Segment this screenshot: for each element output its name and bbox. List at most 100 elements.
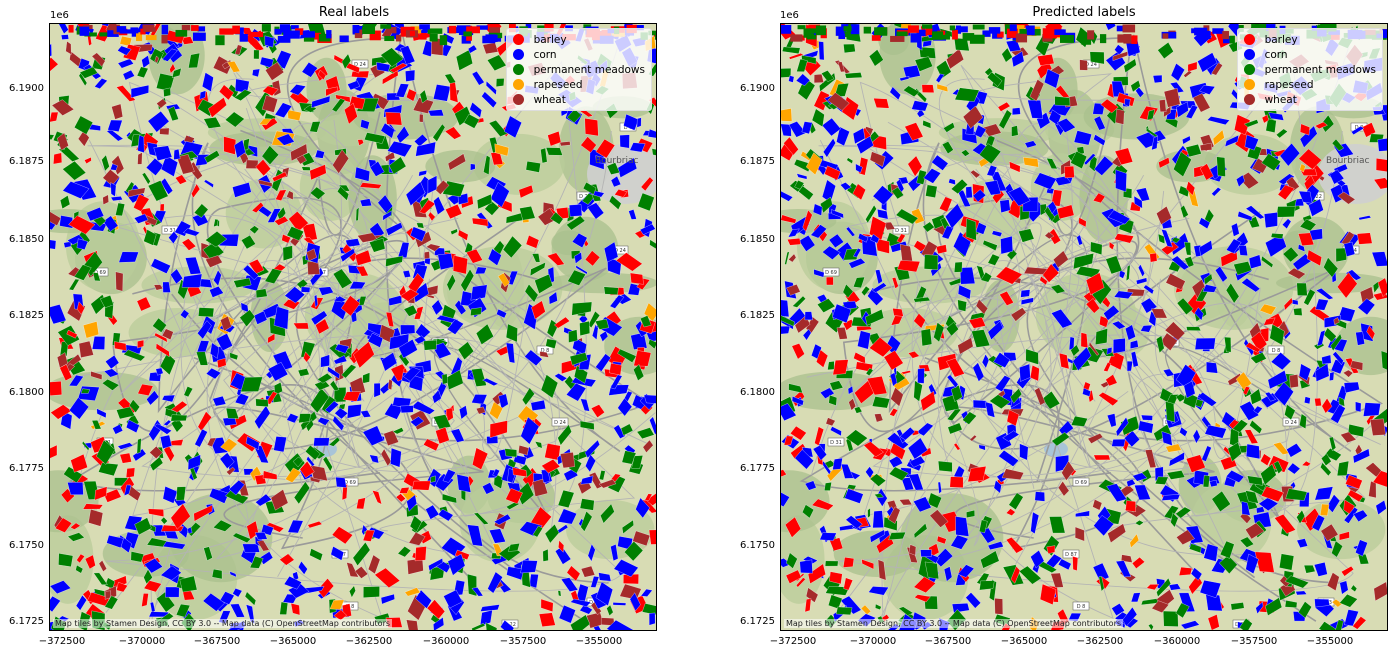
parcel <box>110 163 118 171</box>
parcel <box>1339 580 1349 595</box>
parcel <box>993 479 1002 494</box>
parcel <box>866 376 888 396</box>
parcel <box>1090 241 1103 256</box>
parcel <box>232 25 240 34</box>
parcel <box>999 199 1011 213</box>
parcel <box>205 255 223 268</box>
parcel <box>125 467 136 478</box>
parcel <box>1009 161 1021 173</box>
map-plot[interactable]: D 8D 22D 24D 31D 69D 87D 23D 8D 22D 24D … <box>780 23 1388 631</box>
parcel <box>546 252 565 266</box>
parcel <box>307 261 320 275</box>
parcel <box>114 341 127 351</box>
parcel <box>137 134 145 154</box>
parcel <box>1078 217 1087 228</box>
parcel <box>1202 475 1210 488</box>
legend-label: permanent meadows <box>1264 63 1376 76</box>
parcel <box>369 161 385 177</box>
parcel <box>50 580 72 594</box>
road-label: D 8 <box>1267 345 1285 355</box>
parcel <box>848 398 856 411</box>
parcel <box>1093 134 1106 146</box>
parcel <box>1230 602 1245 611</box>
parcel <box>1194 337 1216 350</box>
parcel <box>314 149 325 159</box>
panel-predicted: Predicted labels 1e6 D 8D 22D 24D 31D 69… <box>730 0 1395 656</box>
parcel <box>1173 151 1192 177</box>
parcel <box>1111 603 1125 616</box>
parcel <box>999 291 1014 306</box>
parcel <box>522 467 540 489</box>
parcel <box>654 34 656 40</box>
parcel <box>283 576 302 590</box>
parcel <box>353 341 375 369</box>
parcel <box>156 73 175 92</box>
parcel <box>1199 163 1214 181</box>
parcel <box>1006 409 1020 427</box>
parcel <box>524 349 543 367</box>
svg-text:D 69: D 69 <box>825 270 837 276</box>
parcel <box>887 506 901 524</box>
parcel <box>99 295 114 308</box>
parcel <box>1185 104 1199 119</box>
parcel <box>173 148 181 160</box>
parcel <box>191 183 201 199</box>
parcel <box>830 426 842 437</box>
parcel <box>518 445 529 456</box>
parcel <box>640 588 653 597</box>
parcel <box>1350 360 1364 371</box>
parcel <box>1042 28 1053 36</box>
y-tick-label: 6.1750 <box>740 540 775 551</box>
parcel <box>1211 62 1223 76</box>
parcel <box>390 447 402 468</box>
parcel <box>871 35 881 41</box>
parcel <box>115 271 124 292</box>
parcel <box>1051 432 1070 447</box>
parcel <box>264 35 275 48</box>
parcel <box>1006 248 1018 261</box>
parcel <box>427 175 437 194</box>
parcel <box>1115 108 1125 125</box>
parcel <box>795 73 811 86</box>
svg-text:D 24: D 24 <box>354 62 366 68</box>
parcel <box>143 580 162 593</box>
parcel <box>1057 118 1076 133</box>
parcel <box>840 595 862 615</box>
parcel <box>802 328 812 341</box>
parcel <box>892 308 904 317</box>
y-tick-label: 6.1900 <box>9 83 44 94</box>
x-tick-label: −367500 <box>193 636 241 647</box>
parcel <box>176 486 186 501</box>
x-tick-label: −355000 <box>1306 636 1354 647</box>
parcel <box>293 322 309 330</box>
parcel <box>1264 391 1276 402</box>
parcel <box>143 229 157 246</box>
parcel <box>1343 507 1359 524</box>
parcel <box>1289 374 1299 389</box>
map-plot[interactable]: D 8D 22D 24D 31D 69D 87D 23D 8D 22D 24D … <box>49 23 657 631</box>
parcel <box>1381 29 1387 36</box>
parcel <box>1156 335 1165 354</box>
parcel <box>1140 324 1153 333</box>
parcel <box>1168 451 1185 467</box>
parcel <box>796 58 808 72</box>
parcel <box>68 374 84 387</box>
parcel <box>1099 315 1109 328</box>
parcel <box>1099 34 1107 44</box>
parcel <box>1293 307 1303 316</box>
parcel <box>340 248 356 263</box>
parcel <box>134 517 152 536</box>
parcel <box>324 400 339 414</box>
parcel <box>446 273 456 292</box>
parcel <box>537 208 558 226</box>
parcel <box>818 41 825 61</box>
parcel <box>1199 142 1213 151</box>
parcel <box>103 368 120 378</box>
parcel <box>382 69 399 85</box>
parcel <box>1320 503 1330 516</box>
parcel <box>1109 241 1115 250</box>
parcel <box>1006 28 1018 38</box>
parcel <box>1330 333 1342 352</box>
parcel <box>1151 308 1168 319</box>
parcel <box>1339 531 1350 541</box>
